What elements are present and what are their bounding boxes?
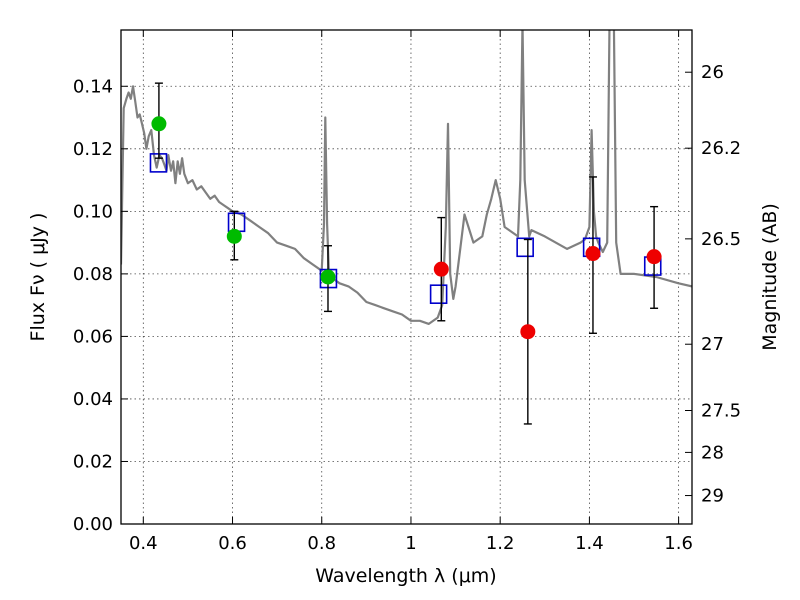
y-axis-label: Flux Fν ( μJy ): [27, 213, 49, 342]
x-axis-label: Wavelength λ (μm): [315, 565, 496, 587]
model-photometry-square: [516, 237, 534, 258]
x-tick-label: 1.6: [664, 533, 693, 554]
y-tick-label: 0.04: [73, 389, 113, 410]
observed-photometry-point: [433, 261, 449, 277]
y2-axis-label: Magnitude (AB): [759, 203, 781, 351]
y2-tick-label: 27.5: [701, 401, 741, 422]
model-photometry-square: [429, 284, 448, 304]
y2-tick-label: 26.5: [701, 229, 741, 250]
y-tick-label: 0.08: [73, 264, 113, 285]
y2-tick-label: 26.2: [701, 138, 741, 159]
observed-photometry-point: [320, 269, 336, 285]
y-tick-label: 0.10: [73, 201, 113, 222]
y-tick-label: 0.00: [73, 514, 113, 535]
x-tick-label: 0.8: [307, 533, 336, 554]
y2-tick-label: 27: [701, 334, 724, 355]
x-tick-label: 1: [405, 533, 416, 554]
y2-tick-label: 29: [701, 486, 724, 507]
x-tick-label: 1.4: [575, 533, 604, 554]
plot-frame: [120, 29, 693, 525]
y-tick-label: 0.14: [73, 76, 113, 97]
photometry-layer: [149, 82, 662, 425]
y-tick-label: 0.02: [73, 451, 113, 472]
observed-photometry-point: [151, 116, 167, 132]
observed-photometry-point: [585, 246, 601, 262]
x-tick-label: 0.4: [129, 533, 158, 554]
observed-photometry-point: [646, 249, 662, 265]
y-tick-label: 0.12: [73, 139, 113, 160]
observed-photometry-point: [520, 324, 536, 340]
y2-tick-label: 28: [701, 442, 724, 463]
x-tick-label: 0.6: [218, 533, 247, 554]
observed-photometry-point: [226, 228, 242, 244]
tick-layer: 0.4 0.6 0.8 1 1.2 1.4 1.6 0.00 0.02 0.04 0.06 0.08 0…: [73, 30, 741, 554]
y2-tick-label: 26: [701, 62, 724, 83]
x-tick-label: 1.2: [486, 533, 515, 554]
y-tick-label: 0.06: [73, 326, 113, 347]
